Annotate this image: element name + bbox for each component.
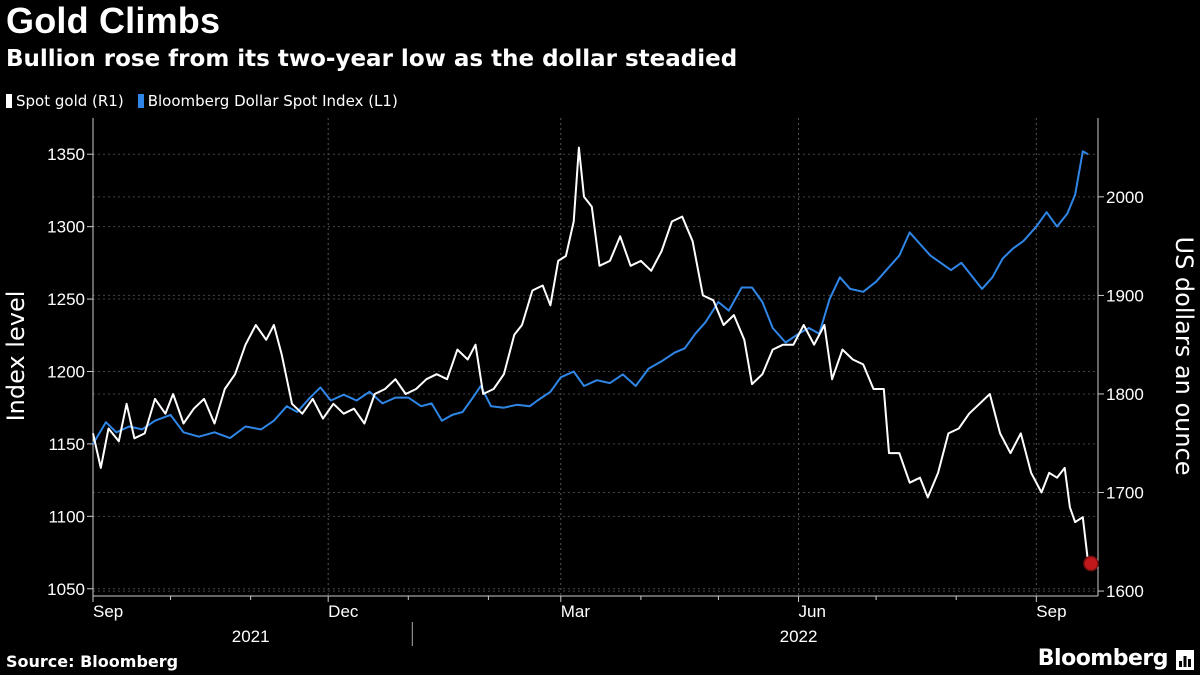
brand-logo: Bloomberg (1037, 646, 1169, 671)
y-tick-label-right: 1700 (1106, 484, 1144, 503)
y-tick-label-left: 1200 (47, 362, 85, 381)
legend-swatch-dollar-index (137, 94, 144, 108)
x-tick-label: Jun (799, 602, 826, 621)
y-tick-label-left: 1100 (48, 507, 85, 526)
y-axis-right-title: US dollars an ounce (1170, 236, 1198, 475)
chart-subtitle: Bullion rose from its two-year low as th… (6, 46, 738, 72)
x-tick-label: Dec (328, 602, 359, 621)
chart-title: Gold Climbs (6, 0, 221, 41)
spot-gold-line (92, 146, 1089, 562)
y-tick-label-left: 1250 (47, 290, 85, 309)
legend-item-dollar-index: Bloomberg Dollar Spot Index (L1) (137, 92, 398, 110)
year-label: 2022 (780, 627, 818, 646)
y-axis-left-title: Index level (2, 291, 30, 422)
dollar-index-line (92, 150, 1089, 445)
legend-item-gold: Spot gold (R1) (6, 92, 124, 110)
y-tick-label-right: 1800 (1106, 385, 1144, 404)
x-tick-label: Mar (561, 602, 591, 621)
bar-chart-icon (1176, 650, 1194, 670)
legend: Spot gold (R1) Bloomberg Dollar Spot Ind… (6, 92, 398, 110)
y-tick-label-left: 1350 (47, 145, 85, 164)
series-layer (92, 146, 1099, 572)
y-tick-label-right: 1600 (1106, 582, 1144, 601)
y-tick-label-right: 1900 (1106, 286, 1144, 305)
x-tick-label: Sep (1036, 602, 1066, 621)
x-tick-label: Sep (93, 602, 123, 621)
legend-label-dollar-index: Bloomberg Dollar Spot Index (L1) (147, 92, 398, 110)
legend-label-gold: Spot gold (R1) (16, 92, 124, 110)
year-label: 2021 (232, 627, 270, 646)
y-tick-label-left: 1300 (47, 218, 85, 237)
low-point-marker (1083, 555, 1099, 572)
y-tick-label-left: 1050 (47, 580, 85, 599)
y-tick-label-left: 1150 (48, 435, 85, 454)
grid (92, 118, 1098, 596)
axes: 1050 1100 1150 1200 1250 1300 1350 1600 1700 1800… (47, 118, 1144, 646)
y-tick-label-right: 2000 (1106, 188, 1144, 207)
source-note: Source: Bloomberg (6, 652, 179, 671)
legend-swatch-gold (6, 94, 12, 108)
